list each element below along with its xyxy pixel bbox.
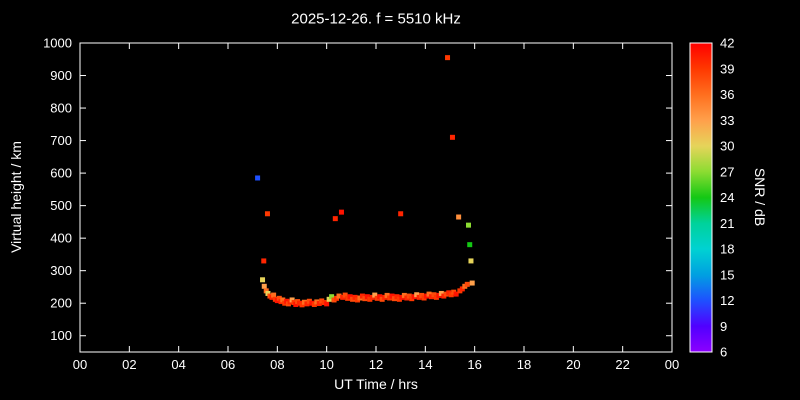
data-point [468, 258, 474, 264]
data-point [445, 55, 451, 61]
data-point [261, 258, 267, 264]
svg-text:300: 300 [50, 263, 72, 278]
data-point [467, 242, 473, 248]
data-point [293, 302, 299, 308]
svg-text:200: 200 [50, 296, 72, 311]
svg-text:22: 22 [615, 357, 629, 372]
svg-text:42: 42 [720, 36, 734, 51]
svg-text:9: 9 [720, 319, 727, 334]
svg-text:21: 21 [720, 216, 734, 231]
data-point [448, 292, 454, 298]
svg-text:500: 500 [50, 198, 72, 213]
data-point [364, 294, 370, 300]
svg-text:400: 400 [50, 231, 72, 246]
data-point [329, 294, 335, 300]
svg-text:800: 800 [50, 101, 72, 116]
data-point [384, 292, 390, 298]
data-point [324, 301, 330, 307]
data-point [398, 211, 404, 217]
data-point [359, 293, 365, 299]
svg-text:15: 15 [720, 267, 734, 282]
data-point [464, 281, 470, 287]
data-point [456, 214, 462, 220]
data-point [276, 295, 282, 301]
data-point [466, 222, 471, 228]
data-point [284, 298, 290, 304]
svg-text:27: 27 [720, 164, 734, 179]
data-point [438, 290, 444, 296]
data-point [280, 297, 286, 303]
svg-text:12: 12 [720, 293, 734, 308]
plot-frame [79, 42, 673, 353]
svg-text:39: 39 [720, 61, 734, 76]
svg-text:30: 30 [720, 139, 734, 154]
svg-text:10: 10 [319, 357, 333, 372]
svg-text:24: 24 [720, 190, 734, 205]
data-point [449, 134, 455, 140]
svg-text:6: 6 [720, 345, 727, 360]
data-point [304, 301, 310, 307]
data-point [342, 292, 348, 298]
data-point [394, 294, 400, 300]
data-point [326, 296, 332, 302]
data-point [261, 283, 267, 289]
data-point [316, 301, 322, 307]
svg-text:18: 18 [720, 242, 734, 257]
svg-text:33: 33 [720, 113, 734, 128]
data-point [347, 294, 353, 300]
data-point [431, 292, 437, 298]
data-point [459, 286, 465, 292]
data-point [426, 291, 432, 297]
svg-text:16: 16 [467, 357, 481, 372]
x-axis-label: UT Time / hrs [334, 376, 418, 392]
data-point [263, 288, 269, 294]
svg-text:04: 04 [171, 357, 185, 372]
data-point [401, 292, 407, 298]
data-point [406, 293, 412, 299]
svg-text:02: 02 [122, 357, 136, 372]
data-point [377, 294, 383, 300]
data-point [453, 291, 459, 297]
scatter-points [255, 55, 475, 308]
y-axis-label: Virtual height / km [8, 141, 24, 253]
data-point [299, 302, 305, 308]
data-point [260, 277, 266, 283]
svg-text:00: 00 [665, 357, 679, 372]
data-point [265, 290, 271, 296]
colorbar: 6 9 12 15 18 21 24 27 30 33 36 39 42 [689, 36, 734, 360]
data-point [271, 292, 277, 298]
data-point [372, 292, 378, 298]
colorbar-label: SNR / dB [752, 167, 768, 227]
data-point [352, 294, 358, 300]
svg-text:600: 600 [50, 166, 72, 181]
svg-text:20: 20 [566, 357, 580, 372]
data-point [389, 293, 395, 299]
data-point [336, 293, 342, 299]
chart-title: 2025-12-26. f = 5510 kHz [291, 10, 461, 28]
svg-text:08: 08 [270, 357, 284, 372]
svg-text:18: 18 [517, 357, 531, 372]
data-point [419, 292, 425, 298]
svg-text:900: 900 [50, 68, 72, 83]
data-point [311, 302, 317, 308]
data-point [332, 216, 338, 222]
svg-text:700: 700 [50, 133, 72, 148]
data-point [289, 297, 295, 303]
svg-text:100: 100 [50, 328, 72, 343]
svg-text:36: 36 [720, 87, 734, 102]
svg-text:1000: 1000 [43, 36, 72, 51]
data-point [414, 292, 420, 298]
data-point [469, 280, 475, 286]
data-point [255, 175, 261, 181]
data-point [338, 209, 344, 215]
svg-text:00: 00 [73, 357, 87, 372]
svg-text:14: 14 [418, 357, 432, 372]
svg-text:06: 06 [221, 357, 235, 372]
data-point [264, 211, 270, 217]
svg-text:12: 12 [369, 357, 383, 372]
axis-ticks: 00 02 04 06 08 10 12 14 16 18 20 22 0010020030040050… [43, 36, 679, 373]
